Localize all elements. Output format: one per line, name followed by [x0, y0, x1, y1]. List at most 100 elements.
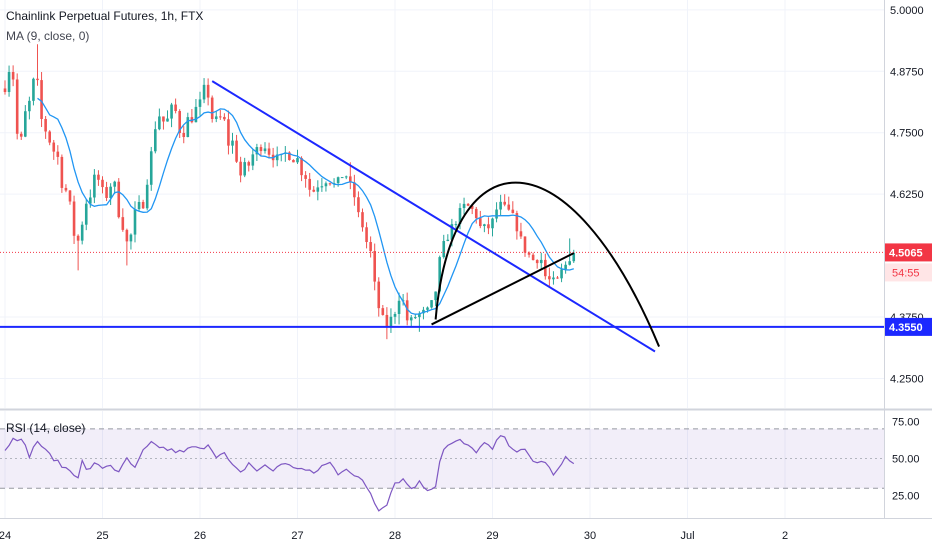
candle-59 — [243, 157, 246, 178]
candle-body-82 — [336, 177, 340, 184]
rounded-top-arc — [434, 181, 660, 347]
candle-body-113 — [462, 203, 466, 209]
candle-55 — [227, 110, 230, 155]
candle-120 — [491, 217, 494, 237]
candle-60 — [247, 160, 251, 172]
candle-71 — [292, 159, 295, 163]
candle-61 — [251, 149, 255, 171]
candle-body-114 — [466, 203, 470, 206]
candle-22 — [93, 169, 96, 204]
candle-body-115 — [470, 205, 474, 209]
candle-body-42 — [174, 104, 177, 112]
candle-108 — [442, 234, 446, 259]
candle-body-49 — [202, 84, 206, 100]
candle-body-124 — [507, 204, 511, 210]
candle-body-94 — [385, 314, 389, 326]
candle-body-84 — [344, 176, 348, 178]
candle-body-99 — [405, 300, 409, 321]
candle-90 — [369, 236, 372, 258]
candle-body-43 — [178, 111, 181, 133]
candle-1 — [7, 65, 11, 97]
rsi-tick-label-0: 75.00 — [892, 416, 920, 428]
candle-96 — [393, 311, 397, 324]
candle-body-85 — [349, 176, 352, 183]
candle-10 — [44, 116, 47, 139]
candle-39 — [162, 116, 165, 130]
candle-125 — [511, 201, 515, 214]
candle-body-39 — [162, 116, 165, 122]
candle-75 — [308, 172, 311, 197]
candle-57 — [235, 134, 238, 163]
candle-body-129 — [527, 252, 531, 255]
candle-body-118 — [483, 224, 486, 227]
candle-14 — [60, 154, 64, 193]
candle-117 — [479, 210, 482, 229]
candle-body-107 — [438, 257, 441, 292]
candle-body-78 — [320, 186, 324, 188]
candle-4 — [19, 131, 23, 140]
candle-body-58 — [239, 161, 242, 176]
candle-body-70 — [288, 152, 291, 160]
candle-5 — [24, 105, 27, 138]
descending-trendline — [211, 80, 656, 353]
candle-body-67 — [275, 154, 279, 161]
candle-body-47 — [194, 106, 198, 123]
candle-body-112 — [458, 208, 462, 225]
candle-body-50 — [206, 84, 210, 98]
candle-23 — [97, 170, 100, 186]
candle-45 — [186, 112, 190, 138]
candle-102 — [418, 311, 421, 332]
candle-127 — [519, 222, 523, 239]
candle-70 — [288, 151, 291, 161]
candle-124 — [507, 196, 511, 211]
candle-106 — [434, 291, 437, 307]
candle-65 — [267, 142, 271, 159]
chart-title: Chainlink Perpetual Futures, 1h, FTX — [6, 9, 204, 23]
candle-56 — [231, 132, 234, 154]
candle-34 — [141, 199, 145, 209]
candle-92 — [377, 277, 381, 317]
candle-body-79 — [324, 183, 328, 187]
candle-body-135 — [552, 277, 555, 280]
candle-76 — [312, 186, 316, 193]
rsi-tick-label-1: 50.00 — [892, 454, 920, 466]
candle-51 — [210, 95, 214, 123]
candle-44 — [182, 126, 186, 144]
candle-body-132 — [539, 259, 543, 264]
candle-body-137 — [560, 269, 563, 279]
candle-42 — [174, 98, 177, 114]
candle-body-36 — [149, 151, 153, 185]
candle-54 — [223, 113, 226, 122]
candle-123 — [503, 194, 506, 207]
candle-body-16 — [68, 190, 72, 202]
candle-body-5 — [24, 111, 27, 137]
candle-84 — [344, 175, 348, 180]
candle-body-97 — [397, 300, 401, 315]
candle-128 — [523, 236, 527, 257]
candle-139 — [568, 238, 571, 266]
candle-body-88 — [361, 212, 364, 228]
axis-layer: 5.00004.87504.75004.62504.37504.25004.50… — [0, 5, 932, 542]
candle-118 — [483, 223, 486, 233]
candle-body-0 — [3, 88, 7, 93]
candle-105 — [430, 300, 433, 309]
candle-body-10 — [44, 118, 47, 132]
candle-94 — [385, 307, 389, 340]
candle-41 — [170, 102, 173, 128]
candle-body-35 — [145, 184, 149, 209]
candle-body-122 — [499, 201, 502, 210]
candle-body-57 — [235, 140, 238, 162]
candle-40 — [166, 110, 169, 122]
candle-body-44 — [182, 132, 186, 138]
candle-body-2 — [11, 72, 15, 80]
candle-3 — [15, 73, 19, 140]
candle-24 — [101, 176, 104, 194]
candle-83 — [340, 177, 344, 179]
candle-body-20 — [84, 203, 88, 225]
current-price-label: 4.5065 — [889, 247, 923, 259]
rsi-tick-label-2: 25.00 — [892, 491, 920, 503]
candle-body-106 — [434, 291, 437, 301]
candle-body-111 — [454, 224, 458, 226]
candle-8 — [36, 44, 39, 86]
